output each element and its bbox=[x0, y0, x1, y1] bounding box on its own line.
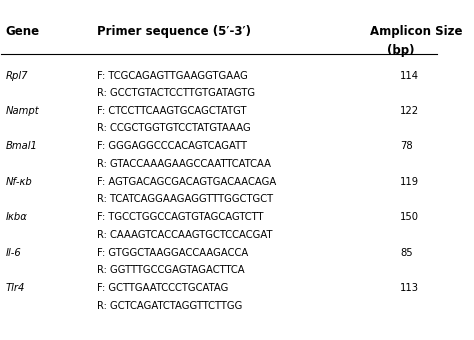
Text: R: TCATCAGGAAGAGGTTTGGCTGCT: R: TCATCAGGAAGAGGTTTGGCTGCT bbox=[97, 194, 273, 204]
Text: 114: 114 bbox=[400, 70, 419, 81]
Text: F: AGTGACAGCGACAGTGACAACAGA: F: AGTGACAGCGACAGTGACAACAGA bbox=[97, 177, 276, 187]
Text: Iκbα: Iκbα bbox=[6, 212, 27, 222]
Text: 85: 85 bbox=[400, 248, 413, 258]
Text: F: GCTTGAATCCCTGCATAG: F: GCTTGAATCCCTGCATAG bbox=[97, 283, 228, 293]
Text: Nf-κb: Nf-κb bbox=[6, 177, 33, 187]
Text: 113: 113 bbox=[400, 283, 419, 293]
Text: Tlr4: Tlr4 bbox=[6, 283, 25, 293]
Text: 122: 122 bbox=[400, 106, 419, 116]
Text: F: TCGCAGAGTTGAAGGTGAAG: F: TCGCAGAGTTGAAGGTGAAG bbox=[97, 70, 248, 81]
Text: R: GGTTTGCCGAGTAGACTTCA: R: GGTTTGCCGAGTAGACTTCA bbox=[97, 265, 245, 275]
Text: Rpl7: Rpl7 bbox=[6, 70, 28, 81]
Text: 78: 78 bbox=[400, 141, 413, 151]
Text: (bp): (bp) bbox=[387, 44, 414, 56]
Text: Bmal1: Bmal1 bbox=[6, 141, 37, 151]
Text: R: GTACCAAAGAAGCCAATTCATCAA: R: GTACCAAAGAAGCCAATTCATCAA bbox=[97, 159, 271, 169]
Text: 150: 150 bbox=[400, 212, 419, 222]
Text: 119: 119 bbox=[400, 177, 419, 187]
Text: R: GCTCAGATCTAGGTTCTTGG: R: GCTCAGATCTAGGTTCTTGG bbox=[97, 301, 243, 310]
Text: Il-6: Il-6 bbox=[6, 248, 21, 258]
Text: R: CAAAGTCACCAAGTGCTCCACGAT: R: CAAAGTCACCAAGTGCTCCACGAT bbox=[97, 230, 273, 240]
Text: R: CCGCTGGTGTCCTATGTAAAG: R: CCGCTGGTGTCCTATGTAAAG bbox=[97, 123, 251, 134]
Text: F: TGCCTGGCCAGTGTAGCAGTCTT: F: TGCCTGGCCAGTGTAGCAGTCTT bbox=[97, 212, 264, 222]
Text: F: GGGAGGCCCACAGTCAGATT: F: GGGAGGCCCACAGTCAGATT bbox=[97, 141, 247, 151]
Text: Nampt: Nampt bbox=[6, 106, 39, 116]
Text: Amplicon Size: Amplicon Size bbox=[370, 25, 462, 38]
Text: Gene: Gene bbox=[6, 25, 40, 38]
Text: F: CTCCTTCAAGTGCAGCTATGT: F: CTCCTTCAAGTGCAGCTATGT bbox=[97, 106, 247, 116]
Text: R: GCCTGTACTCCTTGTGATAGTG: R: GCCTGTACTCCTTGTGATAGTG bbox=[97, 88, 255, 98]
Text: Primer sequence (5′-3′): Primer sequence (5′-3′) bbox=[97, 25, 251, 38]
Text: F: GTGGCTAAGGACCAAGACCA: F: GTGGCTAAGGACCAAGACCA bbox=[97, 248, 248, 258]
